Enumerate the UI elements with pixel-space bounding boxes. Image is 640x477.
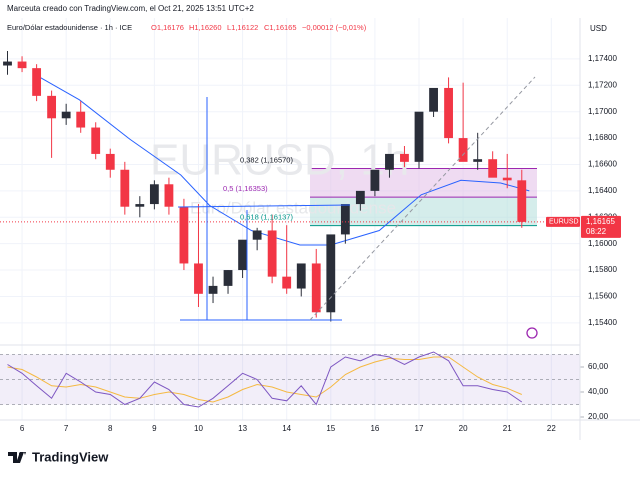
- candle-body: [17, 61, 27, 69]
- candle-body: [91, 127, 101, 154]
- candle-body: [267, 230, 277, 277]
- price-tag-symbol-bg: [546, 216, 580, 227]
- x-tick-label: 15: [326, 424, 335, 433]
- back-layer: [0, 18, 584, 420]
- brand-logo: TradingView: [8, 449, 109, 464]
- candle-body: [400, 153, 409, 162]
- watermark-name: Euro/Dólar estadounidense: [190, 198, 396, 217]
- candle-body: [355, 190, 365, 205]
- x-tick-label: 16: [370, 424, 379, 433]
- candle-body: [120, 169, 130, 207]
- candle-body: [385, 153, 394, 170]
- y-tick-label: 1,17400: [588, 54, 617, 63]
- candle-body: [3, 61, 12, 66]
- candle-body: [502, 177, 512, 181]
- candle-body: [149, 184, 159, 205]
- candle-body: [105, 153, 115, 170]
- price-tag-value: 1,16165: [586, 217, 615, 226]
- header: Marceuta creado con TradingView.com, el …: [7, 4, 254, 13]
- y-tick-label: 1,15600: [588, 292, 617, 301]
- x-tick-label: 7: [64, 424, 69, 433]
- candle-body: [414, 111, 424, 162]
- logo-dot: [19, 452, 23, 456]
- candle-body: [61, 111, 71, 119]
- candle-body: [473, 159, 483, 162]
- legend: Euro/Dólar estadounidense · 1h · ICE O1,…: [7, 23, 367, 32]
- price-tag-countdown: 08:22: [586, 227, 607, 236]
- rsi-ma-line: [7, 356, 522, 403]
- candle-body: [47, 95, 57, 119]
- price-tag-symbol: EURUSD: [549, 219, 579, 226]
- rsi-tick-label: 60,00: [588, 362, 609, 371]
- candle-body: [164, 184, 174, 207]
- candle-body: [194, 263, 203, 294]
- brand: TradingView: [32, 449, 109, 464]
- candle-body: [340, 204, 350, 235]
- candle-body: [429, 87, 438, 112]
- y-tick-label: 1,15400: [588, 318, 617, 327]
- x-tick-label: 17: [415, 424, 424, 433]
- candle-body: [370, 169, 380, 191]
- candle-body: [444, 87, 453, 139]
- candle-body: [517, 180, 527, 222]
- fib-label: 0,5 (1,16353): [223, 184, 268, 193]
- legend-open: O1,16176: [151, 23, 184, 32]
- rsi-line: [7, 351, 523, 408]
- candle-body: [208, 285, 218, 294]
- fib-label: 0,618 (1,16137): [240, 213, 293, 222]
- candle-body: [488, 159, 498, 178]
- drawing-line: [177, 204, 351, 208]
- y-tick-label: 1,16800: [588, 133, 617, 142]
- legend-close: C1,16165: [264, 23, 297, 32]
- y-tick-label: 1,17200: [588, 80, 617, 89]
- x-tick-label: 20: [459, 424, 468, 433]
- candle-body: [179, 206, 189, 264]
- legend-symbol: Euro/Dólar estadounidense · 1h · ICE: [7, 23, 132, 32]
- alert-icon[interactable]: [526, 327, 538, 339]
- rsi-tick-label: 40,00: [588, 387, 609, 396]
- x-tick-label: 14: [282, 424, 291, 433]
- y-tick-label: 1,15800: [588, 265, 617, 274]
- y-tick-label: 1,16400: [588, 186, 617, 195]
- y-tick-label: 1,16600: [588, 160, 617, 169]
- currency: USD: [590, 24, 607, 33]
- x-tick-label: 9: [152, 424, 157, 433]
- candle-body: [252, 230, 262, 240]
- x-tick-label: 10: [194, 424, 203, 433]
- x-tick-label: 8: [108, 424, 113, 433]
- main-layer: [0, 50, 580, 408]
- rsi-tick-label: 20,00: [588, 412, 609, 421]
- candle-body: [296, 263, 306, 289]
- candle-body: [32, 68, 42, 96]
- candle-body: [311, 263, 321, 313]
- fib-label: 0,382 (1,16570): [240, 155, 293, 164]
- moving-average: [35, 74, 530, 246]
- y-tick-label: 1,17000: [588, 107, 617, 116]
- candle-body: [326, 234, 336, 313]
- candle-body: [238, 239, 247, 271]
- candle-body: [223, 270, 233, 286]
- y-tick-label: 1,16000: [588, 239, 617, 248]
- x-tick-label: 22: [547, 424, 556, 433]
- legend-low: L1,16122: [227, 23, 258, 32]
- price-tag-bg: [581, 215, 621, 238]
- x-tick-label: 21: [503, 424, 512, 433]
- x-tick-label: 6: [20, 424, 25, 433]
- trend-line: [309, 76, 536, 321]
- candle-body: [282, 276, 292, 289]
- legend-change: −0,00012 (−0,01%): [302, 23, 367, 32]
- candle-body: [458, 138, 468, 162]
- candle-body: [135, 204, 145, 207]
- legend-high: H1,16260: [189, 23, 222, 32]
- x-tick-label: 13: [238, 424, 247, 433]
- candle-body: [76, 111, 86, 128]
- watermark-symbol: EURUSD, 1h: [150, 136, 409, 185]
